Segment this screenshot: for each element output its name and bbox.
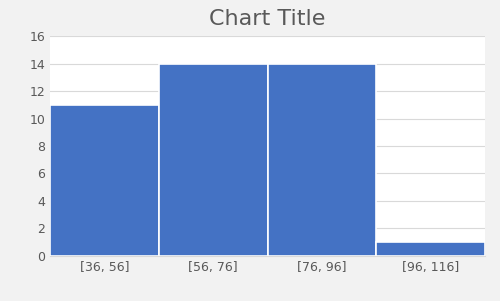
- Bar: [376, 242, 485, 256]
- Title: Chart Title: Chart Title: [210, 9, 326, 29]
- Bar: [50, 105, 159, 256]
- Bar: [268, 64, 376, 256]
- Bar: [159, 64, 268, 256]
